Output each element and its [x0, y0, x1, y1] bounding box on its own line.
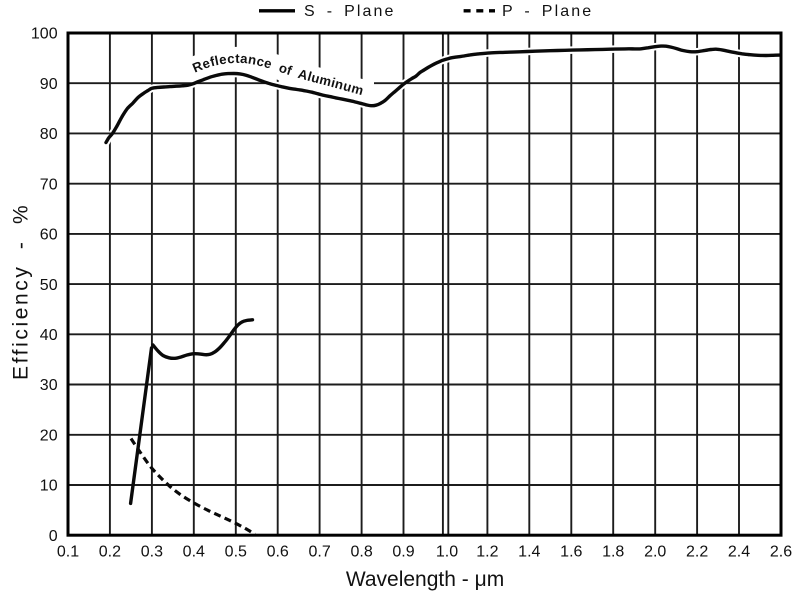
svg-text:2.6: 2.6 — [770, 543, 792, 560]
svg-text:1.0: 1.0 — [436, 543, 458, 560]
svg-text:Efficiency - %: Efficiency - % — [10, 203, 33, 380]
svg-text:1.4: 1.4 — [518, 543, 540, 560]
svg-text:20: 20 — [40, 428, 58, 445]
svg-text:10: 10 — [40, 478, 58, 495]
svg-text:1.8: 1.8 — [602, 543, 624, 560]
svg-text:S - Plane: S - Plane — [304, 3, 396, 20]
svg-text:40: 40 — [40, 327, 58, 344]
svg-text:0.5: 0.5 — [225, 543, 247, 560]
svg-text:2.0: 2.0 — [644, 543, 666, 560]
svg-text:70: 70 — [40, 176, 58, 193]
svg-text:30: 30 — [40, 377, 58, 394]
svg-text:0.4: 0.4 — [183, 543, 205, 560]
svg-text:0.9: 0.9 — [392, 543, 414, 560]
svg-text:2.4: 2.4 — [728, 543, 750, 560]
svg-text:50: 50 — [40, 277, 58, 294]
svg-text:0.3: 0.3 — [141, 543, 163, 560]
svg-text:60: 60 — [40, 227, 58, 244]
svg-text:P - Plane: P - Plane — [502, 3, 593, 20]
svg-text:100: 100 — [31, 26, 58, 43]
svg-text:0.2: 0.2 — [99, 543, 121, 560]
svg-text:0.1: 0.1 — [57, 543, 79, 560]
svg-text:1.6: 1.6 — [560, 543, 582, 560]
svg-text:0.6: 0.6 — [267, 543, 289, 560]
svg-text:90: 90 — [40, 76, 58, 93]
svg-text:2.2: 2.2 — [686, 543, 708, 560]
svg-text:80: 80 — [40, 126, 58, 143]
svg-text:0: 0 — [49, 528, 58, 545]
svg-text:0.7: 0.7 — [308, 543, 330, 560]
svg-text:1.2: 1.2 — [476, 543, 498, 560]
svg-text:Wavelength - μm: Wavelength - μm — [346, 568, 504, 591]
svg-text:0.8: 0.8 — [350, 543, 372, 560]
